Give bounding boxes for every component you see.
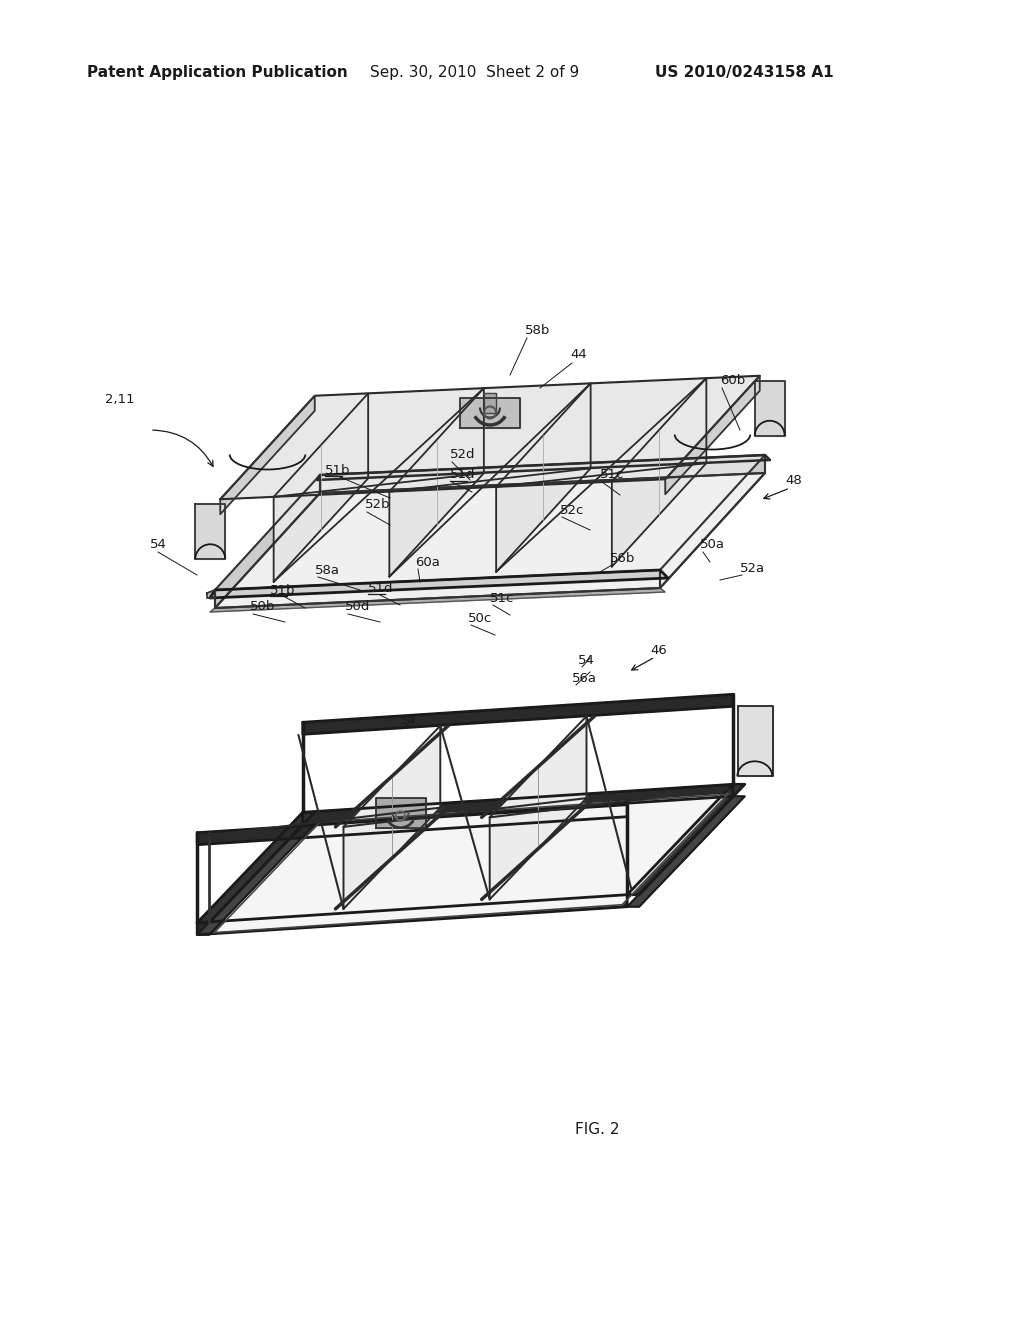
Polygon shape xyxy=(389,388,484,577)
Polygon shape xyxy=(303,784,733,824)
Text: 52a: 52a xyxy=(740,561,765,574)
Text: 56b: 56b xyxy=(610,552,635,565)
Polygon shape xyxy=(484,392,496,412)
Text: Sep. 30, 2010  Sheet 2 of 9: Sep. 30, 2010 Sheet 2 of 9 xyxy=(370,65,580,81)
Text: 54: 54 xyxy=(400,714,417,726)
Polygon shape xyxy=(497,383,591,572)
Text: 48: 48 xyxy=(785,474,802,487)
Polygon shape xyxy=(220,376,760,499)
Text: 52d: 52d xyxy=(450,449,475,462)
Polygon shape xyxy=(215,570,660,609)
Text: 58a: 58a xyxy=(315,564,340,577)
Polygon shape xyxy=(460,397,520,428)
Polygon shape xyxy=(210,587,665,612)
Text: 58b: 58b xyxy=(525,323,550,337)
Text: 54: 54 xyxy=(578,653,595,667)
Text: Patent Application Publication: Patent Application Publication xyxy=(87,65,348,81)
Text: 52b: 52b xyxy=(365,499,390,511)
Text: 60a: 60a xyxy=(415,556,440,569)
Text: 50d: 50d xyxy=(345,601,371,614)
Text: 56a: 56a xyxy=(572,672,597,685)
Text: 51c: 51c xyxy=(490,591,514,605)
Text: 46: 46 xyxy=(650,644,667,656)
Polygon shape xyxy=(215,475,319,609)
Polygon shape xyxy=(196,504,225,560)
Text: 51d: 51d xyxy=(450,469,475,482)
Polygon shape xyxy=(317,455,770,480)
Text: 51d: 51d xyxy=(368,582,393,594)
Text: 50c: 50c xyxy=(468,611,493,624)
Text: 50a: 50a xyxy=(700,539,725,552)
Text: 44: 44 xyxy=(570,348,587,362)
Polygon shape xyxy=(660,455,765,587)
Polygon shape xyxy=(210,570,668,598)
Polygon shape xyxy=(612,378,707,566)
Polygon shape xyxy=(627,784,744,895)
Text: 54: 54 xyxy=(150,539,167,552)
Text: 2,11: 2,11 xyxy=(105,393,134,407)
Polygon shape xyxy=(220,396,314,515)
Text: 52c: 52c xyxy=(560,503,585,516)
Polygon shape xyxy=(627,796,744,907)
Polygon shape xyxy=(738,706,773,776)
Polygon shape xyxy=(273,393,369,582)
Polygon shape xyxy=(489,717,587,899)
Text: 51c: 51c xyxy=(600,469,625,482)
Polygon shape xyxy=(215,473,765,609)
Polygon shape xyxy=(376,797,426,828)
Polygon shape xyxy=(207,590,215,598)
Polygon shape xyxy=(319,455,765,492)
Text: US 2010/0243158 A1: US 2010/0243158 A1 xyxy=(655,65,834,81)
Polygon shape xyxy=(198,805,627,845)
Polygon shape xyxy=(198,824,314,935)
Text: 50b: 50b xyxy=(250,601,275,614)
Polygon shape xyxy=(214,795,728,933)
Text: FIG. 2: FIG. 2 xyxy=(575,1122,620,1138)
Polygon shape xyxy=(198,812,314,923)
Polygon shape xyxy=(303,694,733,734)
Text: 51b: 51b xyxy=(270,583,296,597)
Polygon shape xyxy=(666,376,760,494)
Text: 60b: 60b xyxy=(720,374,745,387)
Text: 51b: 51b xyxy=(325,463,350,477)
Polygon shape xyxy=(198,895,627,935)
Polygon shape xyxy=(343,726,440,909)
Polygon shape xyxy=(755,380,784,436)
